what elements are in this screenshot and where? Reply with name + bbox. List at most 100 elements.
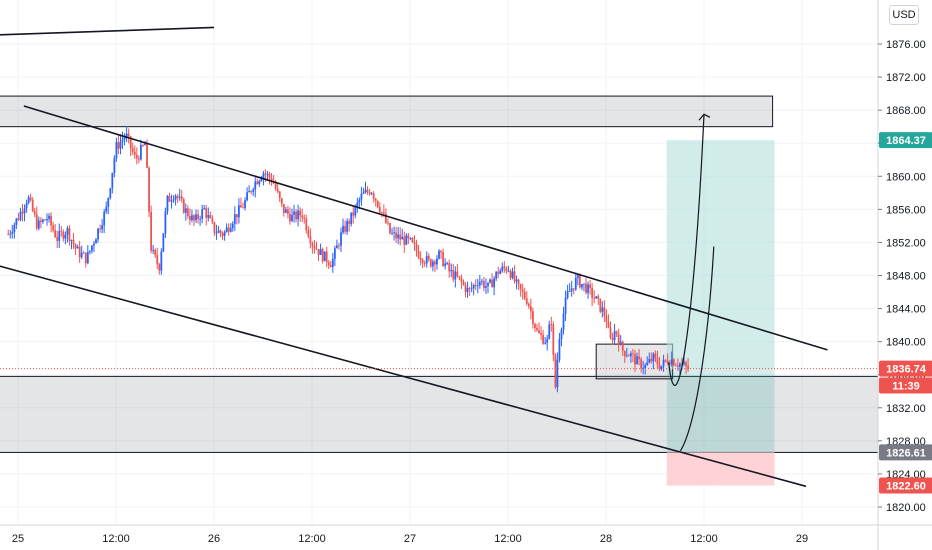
candle-body bbox=[591, 287, 594, 299]
candle-body bbox=[35, 214, 38, 229]
candle-body bbox=[323, 251, 326, 262]
candle-body bbox=[687, 365, 689, 370]
x-tick-label: 12:00 bbox=[298, 533, 326, 545]
price-scale[interactable]: 1876.001872.001868.001864.001860.001856.… bbox=[878, 39, 926, 514]
candle-body bbox=[552, 324, 555, 355]
candle-body bbox=[503, 266, 506, 269]
candle-body bbox=[497, 271, 500, 274]
candle-body bbox=[478, 281, 481, 286]
candle-body bbox=[117, 142, 120, 149]
candle-body bbox=[129, 136, 132, 149]
support-zone[interactable] bbox=[0, 375, 879, 453]
y-tick-label: 1820.00 bbox=[886, 502, 926, 514]
candle-body bbox=[15, 218, 18, 225]
candle-body bbox=[354, 205, 357, 216]
candle-body bbox=[235, 214, 238, 218]
candle-body bbox=[17, 218, 20, 220]
candle-body bbox=[197, 214, 199, 220]
candle-body bbox=[599, 298, 602, 312]
candle-body bbox=[172, 199, 175, 201]
candle-body bbox=[685, 362, 687, 366]
candle-body bbox=[462, 281, 465, 285]
candle-body bbox=[227, 227, 230, 232]
candle-body bbox=[360, 193, 363, 200]
stop-loss-zone[interactable] bbox=[666, 452, 775, 486]
candle-body bbox=[272, 182, 275, 184]
price-tag-label: 1822.60 bbox=[886, 481, 926, 493]
candle-body bbox=[11, 232, 14, 234]
candle-body bbox=[446, 263, 449, 264]
candle-body bbox=[307, 230, 310, 237]
candle-body bbox=[344, 225, 346, 232]
candle-body bbox=[123, 137, 126, 140]
entry-to-support-zone[interactable] bbox=[666, 368, 775, 453]
candle-body bbox=[186, 208, 189, 217]
channel-upper-line[interactable] bbox=[23, 105, 828, 351]
candle-body bbox=[483, 280, 485, 288]
candle-body bbox=[380, 212, 383, 214]
candle-body bbox=[42, 219, 44, 222]
candle-body bbox=[403, 236, 406, 245]
price-tags: 1864.37 1836.74 11:39 1826.61 1822.60 bbox=[879, 132, 932, 494]
candle-body bbox=[517, 279, 520, 285]
currency-button[interactable]: USD bbox=[889, 5, 919, 25]
candle-body bbox=[252, 189, 255, 192]
bullish-target-path[interactable] bbox=[668, 114, 705, 386]
candle-body bbox=[58, 231, 61, 241]
time-scale[interactable]: 25 12:00 26 12:00 27 12:00 28 12:00 29 bbox=[12, 533, 808, 545]
candle-body bbox=[670, 359, 673, 365]
candle-body bbox=[585, 283, 587, 293]
candle-body bbox=[31, 199, 34, 211]
candle-body bbox=[476, 285, 479, 287]
candle-body bbox=[291, 214, 293, 222]
arrow-head-icon bbox=[698, 113, 711, 121]
candle-body bbox=[634, 354, 636, 365]
channel-lower-line[interactable] bbox=[0, 263, 807, 488]
candle-body bbox=[436, 258, 438, 265]
candle-body bbox=[29, 197, 32, 200]
candle-body bbox=[39, 220, 42, 222]
candles bbox=[7, 126, 689, 393]
candle-body bbox=[176, 195, 179, 198]
candle-body bbox=[532, 311, 534, 324]
candle-body bbox=[536, 328, 538, 331]
candle-body bbox=[683, 362, 685, 365]
candle-body bbox=[160, 251, 163, 271]
candle-body bbox=[487, 282, 489, 287]
candle-body bbox=[27, 197, 30, 204]
candle-body bbox=[64, 234, 67, 239]
candle-body bbox=[52, 225, 55, 231]
candle-body bbox=[603, 307, 606, 316]
candle-body bbox=[438, 250, 440, 259]
candle-body bbox=[72, 240, 75, 245]
candle-body bbox=[593, 298, 596, 299]
candle-body bbox=[199, 218, 202, 220]
candle-body bbox=[648, 358, 651, 363]
candle-body bbox=[554, 354, 557, 388]
alternative-path[interactable] bbox=[679, 246, 715, 452]
candle-body bbox=[638, 356, 640, 360]
candle-body bbox=[301, 215, 304, 218]
candle-body bbox=[523, 292, 526, 299]
candle-body bbox=[209, 215, 212, 219]
candle-body bbox=[644, 364, 647, 369]
candle-body bbox=[86, 252, 89, 264]
candle-body bbox=[137, 158, 140, 160]
candle-body bbox=[521, 289, 524, 293]
candle-body bbox=[246, 192, 248, 201]
candle-body bbox=[574, 277, 577, 290]
candle-body bbox=[46, 218, 48, 221]
candle-body bbox=[68, 228, 71, 241]
candle-body bbox=[468, 288, 471, 289]
x-tick-label: 25 bbox=[12, 533, 24, 545]
resistance-zone[interactable] bbox=[0, 95, 774, 128]
candle-body bbox=[217, 230, 220, 233]
drawings[interactable] bbox=[0, 26, 878, 488]
candle-body bbox=[150, 211, 153, 251]
take-profit-zone[interactable] bbox=[666, 140, 775, 369]
candle-body bbox=[674, 365, 677, 367]
trend-line-top[interactable] bbox=[0, 26, 215, 38]
y-tick-label: 1844.00 bbox=[886, 304, 926, 316]
candle-body bbox=[162, 233, 165, 252]
